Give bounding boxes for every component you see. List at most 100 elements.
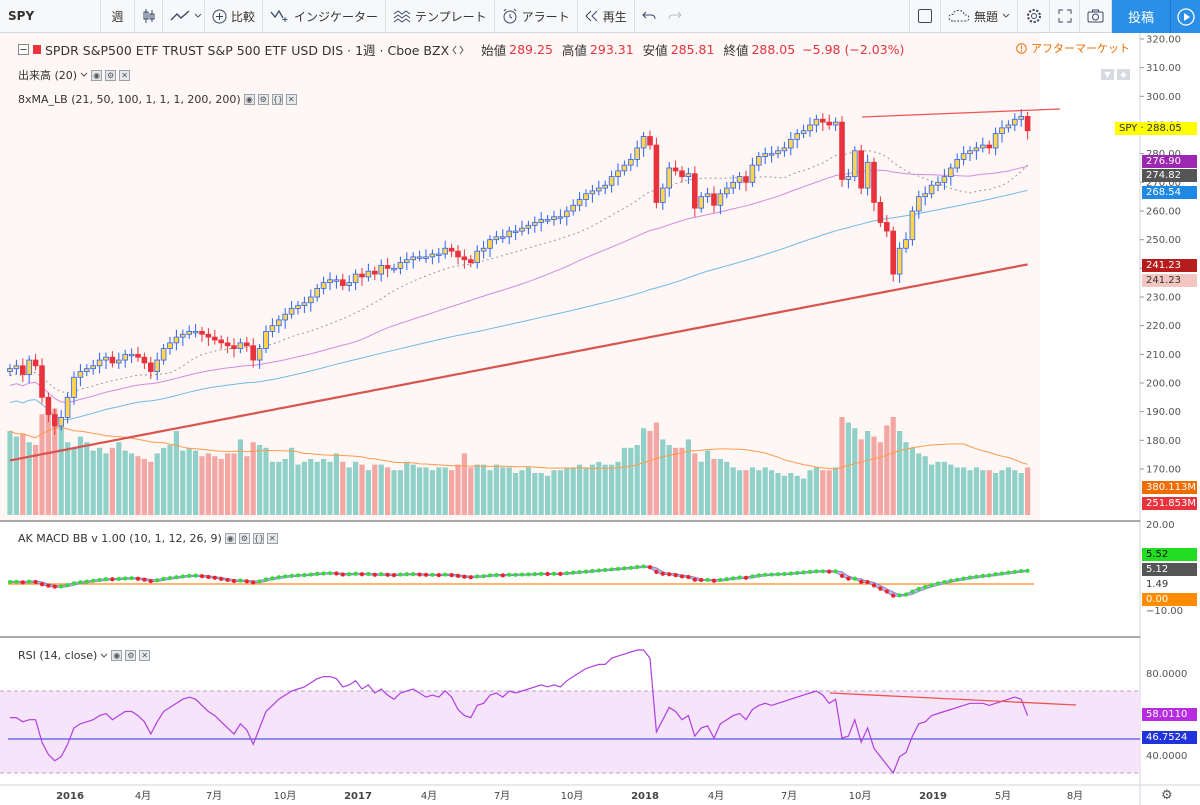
candle-body xyxy=(628,159,634,166)
symbol-search[interactable]: SPY xyxy=(0,0,101,33)
interval-selector[interactable]: 週 xyxy=(101,0,135,33)
macd-dot xyxy=(129,576,134,581)
volume-bar xyxy=(986,470,992,515)
chevron-down-icon[interactable] xyxy=(80,72,88,78)
pane-collapse-controls: ▼ ◆ xyxy=(1101,69,1130,80)
close-icon[interactable]: ✕ xyxy=(139,650,151,661)
alert-button[interactable]: アラート xyxy=(495,0,578,33)
candle-body xyxy=(941,176,948,183)
candle-body xyxy=(1005,124,1012,129)
axis-settings-icon[interactable]: ⚙ xyxy=(1161,788,1173,803)
volume-bar xyxy=(685,439,691,515)
source-code-icon[interactable]: {} xyxy=(252,533,265,544)
candle-body xyxy=(871,161,877,203)
time-axis-label: 10月 xyxy=(849,790,872,802)
replay-button[interactable]: 再生 xyxy=(578,0,635,33)
templates-button[interactable]: テンプレート xyxy=(386,0,495,33)
collapse-down-icon[interactable]: ▼ xyxy=(1101,69,1114,80)
chart-style-button[interactable] xyxy=(135,0,163,33)
trendline-rsi[interactable] xyxy=(829,692,1077,706)
volume-bar xyxy=(833,467,839,515)
candle-body xyxy=(525,224,532,229)
layout-name-button[interactable]: 無題 xyxy=(941,0,1018,33)
eye-icon[interactable]: ◉ xyxy=(111,650,123,661)
close-icon[interactable]: ✕ xyxy=(285,94,297,105)
candle-body xyxy=(26,359,32,375)
fullscreen-toggle[interactable] xyxy=(908,0,941,33)
volume-bar xyxy=(487,470,493,515)
alarm-clock-icon xyxy=(503,8,517,24)
trendline-price[interactable] xyxy=(861,108,1061,118)
candle-body xyxy=(160,348,167,361)
volume-bar xyxy=(589,464,595,515)
compare-button[interactable]: 比較 xyxy=(205,0,264,33)
snapshot-button[interactable] xyxy=(1080,0,1112,33)
candle-body xyxy=(1012,118,1018,126)
after-market-indicator[interactable]: アフターマーケット xyxy=(1016,40,1130,56)
settings-button[interactable] xyxy=(1018,0,1050,33)
expand-button[interactable] xyxy=(1050,0,1080,33)
eye-icon[interactable]: ◉ xyxy=(224,533,236,544)
close-icon[interactable]: ✕ xyxy=(266,533,278,544)
chart-area[interactable]: 320.00310.00300.00290.00280.00270.00260.… xyxy=(0,33,1200,805)
macd-dot xyxy=(660,571,665,576)
volume-bar xyxy=(77,436,83,515)
maximize-pane-icon[interactable]: ◆ xyxy=(1117,69,1130,80)
publish-button[interactable]: 投稿 xyxy=(1112,0,1170,33)
macd-dot xyxy=(244,579,249,584)
chart-canvas[interactable]: 320.00310.00300.00290.00280.00270.00260.… xyxy=(0,33,1200,805)
candle-body xyxy=(237,342,244,350)
candle-body xyxy=(967,150,973,155)
volume-bar xyxy=(711,459,717,515)
settings-icon[interactable]: ⚙ xyxy=(238,533,250,544)
collapse-icon[interactable] xyxy=(18,44,29,55)
eye-icon[interactable]: ◉ xyxy=(91,69,103,81)
candle-body xyxy=(135,353,141,358)
undo-icon[interactable] xyxy=(641,10,656,22)
volume-bar xyxy=(276,461,282,515)
settings-icon[interactable]: ⚙ xyxy=(125,650,137,661)
eye-icon[interactable]: ◉ xyxy=(243,94,255,105)
candle-body xyxy=(672,167,679,172)
price-axis-label: 310.00 xyxy=(1146,63,1181,74)
macd-dot xyxy=(443,572,448,577)
ma100-tag: 268.54 xyxy=(1142,186,1197,199)
volume-bar xyxy=(327,461,333,515)
macd-dot xyxy=(628,565,633,570)
price-axis-label: 280.00 xyxy=(1146,149,1181,160)
macd-dot xyxy=(1012,569,1017,574)
macd-dot xyxy=(820,569,825,574)
line-style-button[interactable] xyxy=(163,0,205,33)
volume-bar xyxy=(378,464,384,515)
candle-body xyxy=(480,247,487,252)
volume-bar xyxy=(596,461,602,515)
macd-dot xyxy=(257,579,262,584)
candle-body xyxy=(84,368,90,372)
time-axis-label: 4月 xyxy=(708,790,724,802)
source-code-icon[interactable]: {} xyxy=(271,94,283,105)
candle-body xyxy=(538,219,544,223)
time-axis-label: 2018 xyxy=(631,791,659,802)
settings-icon[interactable]: ⚙ xyxy=(105,69,117,81)
play-button[interactable] xyxy=(1170,0,1200,33)
price-axis-label: 200.00 xyxy=(1146,379,1181,390)
macd-dot xyxy=(711,578,717,583)
candle-body xyxy=(333,279,340,282)
settings-icon[interactable]: ⚙ xyxy=(257,94,269,105)
close-icon[interactable]: ✕ xyxy=(119,69,131,81)
candle-body xyxy=(250,345,257,361)
macd-dot xyxy=(705,577,710,583)
volume-bar xyxy=(97,447,103,515)
chevron-down-icon xyxy=(1002,13,1010,18)
candle-body xyxy=(103,356,109,361)
price-axis-label: 170.00 xyxy=(1146,465,1181,476)
chevron-down-icon[interactable] xyxy=(100,653,108,659)
indicators-button[interactable]: インジケーター xyxy=(263,0,387,33)
volume-bar xyxy=(999,470,1005,515)
candle-body xyxy=(224,342,231,347)
candle-body xyxy=(7,368,13,372)
redo-icon[interactable] xyxy=(668,10,682,22)
candle-body xyxy=(980,144,986,149)
volume-bar xyxy=(519,470,525,515)
volume-bar xyxy=(103,453,109,515)
